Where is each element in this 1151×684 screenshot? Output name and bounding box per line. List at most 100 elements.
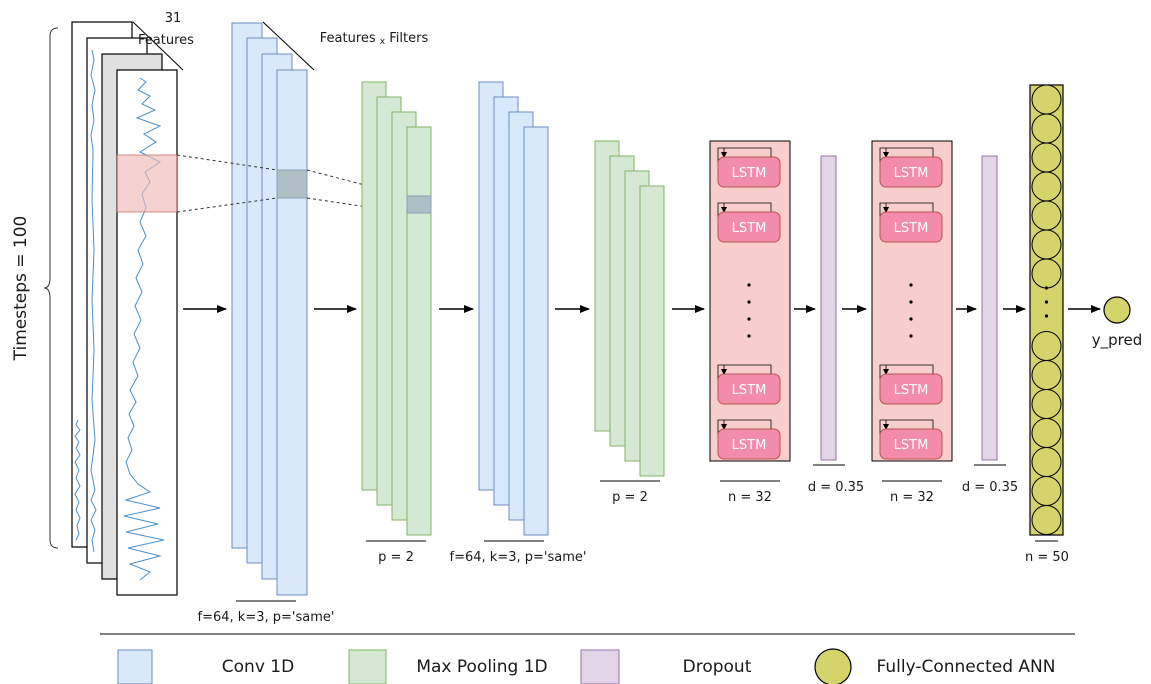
input-signal-2 <box>90 49 97 553</box>
dense-neuron-4 <box>1031 171 1062 202</box>
lstm2-params-label: n = 32 <box>890 490 934 505</box>
maxpool-layer-1[interactable]: p = 2 <box>361 81 432 565</box>
lstm1-cell-3-box <box>717 373 781 405</box>
legend-label-pool: Max Pooling 1D <box>416 657 547 677</box>
timesteps-label: Timesteps = 100 <box>11 216 31 362</box>
dense-neuron-9 <box>1031 360 1062 390</box>
output-node[interactable]: y_pred <box>1092 296 1143 350</box>
dense-ellipsis-dot-2 <box>1044 300 1049 304</box>
legend-swatch-pool <box>348 649 387 684</box>
dropout-layer-1[interactable]: d = 0.35 <box>808 155 864 495</box>
dense-neuron-12 <box>1031 447 1062 477</box>
dense-ellipsis-dot-1 <box>1044 286 1049 290</box>
lstm2-cell-1-label: LSTM <box>894 166 929 181</box>
lstm1-ellipsis <box>747 283 751 338</box>
lstm1-cell-2-box <box>717 211 781 243</box>
dense-neuron-7 <box>1031 258 1062 289</box>
conv1d-layer-2[interactable]: f=64, k=3, p='same' <box>450 81 587 565</box>
lstm2-cell-1-box <box>879 156 943 188</box>
lstm2-cell-4: LSTM <box>879 419 943 460</box>
lstm1-cell-4-box <box>717 428 781 460</box>
lstm1-cell-3: LSTM <box>717 364 781 405</box>
lstm2-ellipsis <box>909 283 913 338</box>
lstm2-cell-3-label: LSTM <box>894 383 929 398</box>
dense-neuron-6 <box>1031 229 1062 260</box>
features-filters-depth-line <box>262 21 315 71</box>
projection-line-bottom-a <box>176 197 278 213</box>
lstm2-cell-3: LSTM <box>879 364 943 405</box>
dense-neurons <box>1031 84 1062 535</box>
dropout2-bar <box>981 155 998 461</box>
lstm2-cell-2: LSTM <box>879 202 943 243</box>
lstm-layer-1[interactable]: LSTM LSTM LSTM LSTM n = 32 <box>709 140 791 505</box>
lstm2-cell-4-label: LSTM <box>894 438 929 453</box>
legend-item-pool: Max Pooling 1D <box>348 649 548 684</box>
legend-item-conv: Conv 1D <box>117 649 294 684</box>
legend-label-dropout: Dropout <box>683 657 752 677</box>
dense-neuron-2 <box>1031 113 1062 144</box>
lstm1-cell-2-label: LSTM <box>732 221 767 236</box>
dense-neuron-3 <box>1031 142 1062 173</box>
dropout1-params-label: d = 0.35 <box>808 480 864 495</box>
dense-ellipsis-dot-3 <box>1044 314 1049 318</box>
conv1-params-label: f=64, k=3, p='same' <box>198 610 335 625</box>
input-signal-front <box>123 77 165 581</box>
features-filters-label: Features x Filters <box>320 31 429 48</box>
legend-label-fc: Fully-Connected ANN <box>877 657 1056 677</box>
lstm1-cell-2: LSTM <box>717 202 781 243</box>
lstm1-cell-3-label: LSTM <box>732 383 767 398</box>
lstm-layer-2[interactable]: LSTM LSTM LSTM LSTM n = 32 <box>871 140 953 505</box>
dropout1-bar <box>820 155 837 461</box>
pool2-params-label: p = 2 <box>612 490 648 505</box>
conv2-params-label: f=64, k=3, p='same' <box>450 550 587 565</box>
lstm2-cell-1: LSTM <box>879 147 943 188</box>
input-window-highlight <box>116 154 178 213</box>
timesteps-brace <box>43 27 59 549</box>
dense-neuron-10 <box>1031 389 1062 419</box>
conv1-map-4 <box>276 69 308 596</box>
features-count: 31 <box>165 11 182 26</box>
dense-neuron-5 <box>1031 200 1062 231</box>
lstm1-params-label: n = 32 <box>728 490 772 505</box>
legend-item-dropout: Dropout <box>580 649 752 684</box>
dense-neuron-1 <box>1031 84 1062 115</box>
pool2-map-4 <box>639 185 665 477</box>
input-signal-1 <box>74 419 81 541</box>
conv1d-layer-1[interactable]: Features x Filters f=64, k=3, p='same' <box>198 21 429 625</box>
maxpool-layer-2[interactable]: p = 2 <box>594 140 665 505</box>
conv2-map-4 <box>523 126 549 536</box>
dense-neuron-14 <box>1031 505 1062 535</box>
lstm2-block <box>871 140 953 462</box>
features-depth-line <box>132 21 184 71</box>
pool1-map-4 <box>406 126 432 536</box>
legend: Conv 1D Max Pooling 1D Dropout Fully-Con… <box>117 648 1056 684</box>
pool1-window <box>406 195 432 214</box>
dense-params-label: n = 50 <box>1025 550 1069 565</box>
pool1-params-label: p = 2 <box>378 550 414 565</box>
lstm2-cell-2-box <box>879 211 943 243</box>
projection-line-top-a <box>176 154 278 171</box>
input-stack: Timesteps = 100 31 Features <box>11 11 194 596</box>
lstm1-cell-1-box <box>717 156 781 188</box>
legend-item-fc: Fully-Connected ANN <box>814 648 1056 684</box>
dense-neuron-8 <box>1031 331 1062 361</box>
legend-swatch-fc <box>814 648 852 684</box>
lstm1-cell-4: LSTM <box>717 419 781 460</box>
lstm2-cell-3-box <box>879 373 943 405</box>
dense-neuron-13 <box>1031 476 1062 506</box>
features-label: Features <box>138 33 194 48</box>
dense-neuron-11 <box>1031 418 1062 448</box>
dropout2-params-label: d = 0.35 <box>962 480 1018 495</box>
lstm1-cell-1: LSTM <box>717 147 781 188</box>
dense-layer[interactable]: n = 50 <box>1025 84 1069 565</box>
legend-label-conv: Conv 1D <box>222 657 294 677</box>
output-neuron <box>1103 296 1131 324</box>
legend-swatch-dropout <box>580 649 620 684</box>
lstm1-cell-4-label: LSTM <box>732 438 767 453</box>
lstm2-cell-4-box <box>879 428 943 460</box>
output-label: y_pred <box>1092 331 1143 350</box>
dropout-layer-2[interactable]: d = 0.35 <box>962 155 1018 495</box>
legend-swatch-conv <box>117 649 153 684</box>
conv1-kernel-window <box>276 169 308 199</box>
